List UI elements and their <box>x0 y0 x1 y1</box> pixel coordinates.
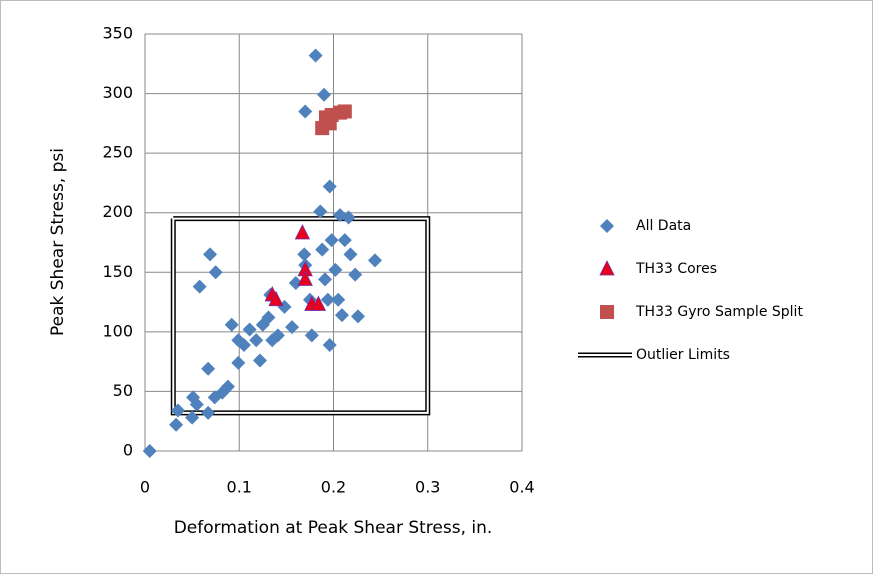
point <box>337 104 352 119</box>
point <box>334 308 349 323</box>
point <box>169 417 184 432</box>
legend-label: TH33 Gyro Sample Split <box>635 304 803 320</box>
point <box>294 224 311 240</box>
point <box>236 337 251 352</box>
point <box>313 204 328 219</box>
x-tick-label: 0.4 <box>509 478 534 497</box>
y-tick-label: 100 <box>102 321 133 340</box>
legend-label: TH33 Cores <box>635 261 717 277</box>
point <box>185 410 200 425</box>
y-tick-label: 200 <box>102 202 133 221</box>
point <box>170 403 185 418</box>
point <box>252 353 267 368</box>
y-tick-label: 300 <box>102 83 133 102</box>
point <box>308 48 323 63</box>
y-tick-label: 50 <box>113 381 133 400</box>
point <box>337 233 352 248</box>
point <box>315 242 330 257</box>
point <box>192 279 207 294</box>
point <box>224 317 239 332</box>
point <box>220 379 235 394</box>
legend-marker <box>600 305 614 319</box>
point <box>304 328 319 343</box>
point <box>231 355 246 370</box>
point <box>268 290 284 307</box>
y-tick-label: 150 <box>102 262 133 281</box>
point <box>201 361 216 376</box>
point <box>328 262 343 277</box>
x-tick-label: 0.1 <box>227 478 252 497</box>
point <box>208 265 223 280</box>
point <box>298 104 313 119</box>
point <box>331 292 346 307</box>
legend-marker <box>599 260 615 276</box>
point <box>203 247 218 262</box>
point <box>317 87 332 102</box>
point <box>367 253 382 268</box>
y-tick-label: 0 <box>123 441 133 460</box>
point <box>242 322 257 337</box>
x-tick-label: 0 <box>140 478 150 497</box>
point <box>285 320 300 335</box>
point <box>201 405 216 420</box>
legend-marker <box>600 219 614 233</box>
point <box>318 272 333 287</box>
point <box>320 292 335 307</box>
point <box>322 337 337 352</box>
point <box>249 333 264 348</box>
point <box>310 295 327 311</box>
point <box>351 309 366 324</box>
y-tick-label: 250 <box>102 143 133 162</box>
point <box>348 267 363 282</box>
point <box>297 270 313 286</box>
legend-label: Outlier Limits <box>636 347 730 363</box>
x-tick-label: 0.2 <box>321 478 346 497</box>
point <box>142 444 157 458</box>
point <box>343 247 358 262</box>
point <box>324 233 339 248</box>
x-tick-label: 0.3 <box>415 478 440 497</box>
x-axis-label: Deformation at Peak Shear Stress, in. <box>174 518 493 538</box>
point <box>270 328 285 343</box>
point <box>322 179 337 194</box>
point <box>341 210 356 225</box>
y-tick-label: 350 <box>102 24 133 43</box>
y-axis-label: Peak Shear Stress, psi <box>48 148 68 336</box>
point <box>288 276 303 291</box>
legend-label: All Data <box>636 218 691 234</box>
point <box>261 310 276 325</box>
point <box>297 247 312 262</box>
point <box>189 397 204 412</box>
